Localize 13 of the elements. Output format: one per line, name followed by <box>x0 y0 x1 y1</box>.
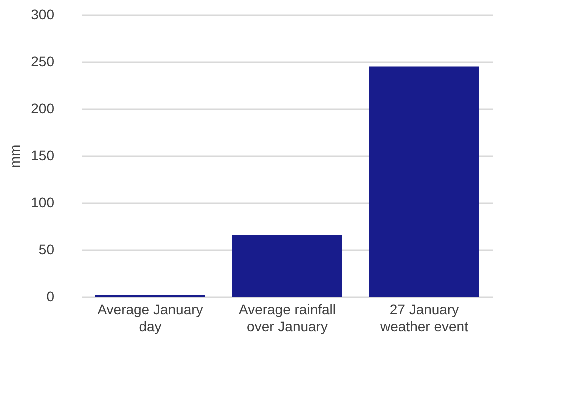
x-tick-label: Average rainfall over January <box>238 302 336 334</box>
y-tick-label: 100 <box>31 194 55 210</box>
y-tick-label: 250 <box>31 54 55 70</box>
y-tick-label: 50 <box>38 242 55 258</box>
y-tick-label: 300 <box>31 6 55 22</box>
y-tick-label: 150 <box>31 148 55 164</box>
y-axis-title: mm <box>7 144 24 168</box>
bar <box>232 234 342 297</box>
y-tick-label: 200 <box>31 100 55 116</box>
y-tick-label: 0 <box>46 288 55 304</box>
x-tick-label: Average January day <box>98 302 204 334</box>
x-tick-label: 27 January weather event <box>380 302 469 334</box>
bar <box>370 66 480 297</box>
